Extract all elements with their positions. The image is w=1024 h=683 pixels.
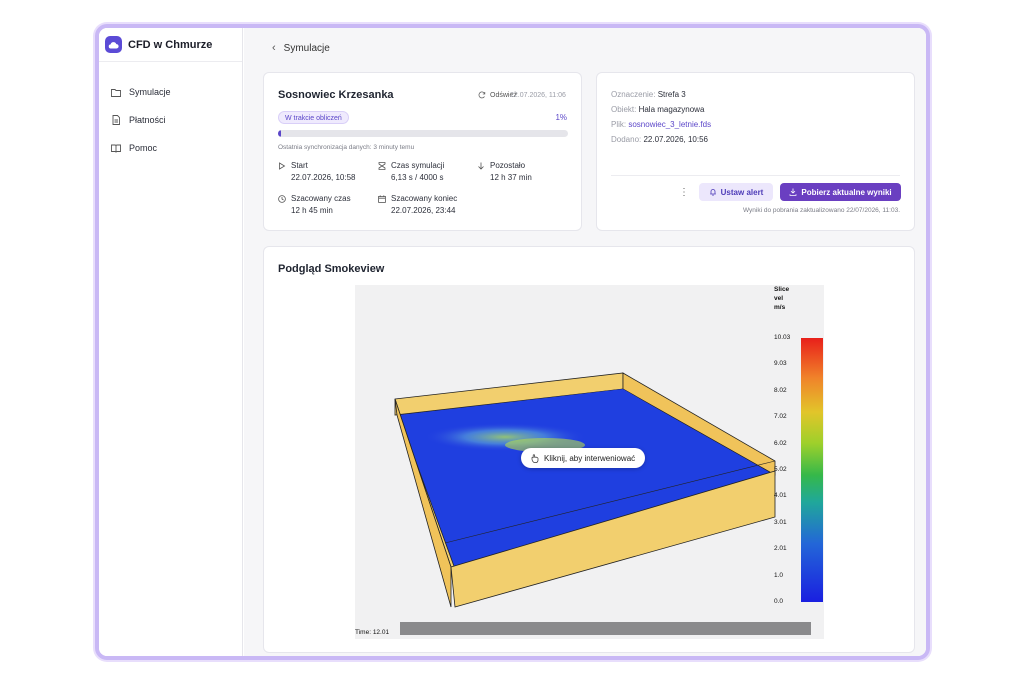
download-results-label: Pobierz aktualne wyniki <box>801 187 892 197</box>
app-name: CFD w Chmurze <box>128 38 213 51</box>
refresh-icon <box>478 91 486 99</box>
progress-bar <box>278 130 568 137</box>
added-value: 22.07.2026, 10:56 <box>643 135 708 144</box>
progress-percent: 1% <box>555 113 567 122</box>
stat-value: 12 h 45 min <box>291 206 333 215</box>
bell-icon <box>709 189 716 196</box>
colorbar-tick-label: 0.0 <box>774 598 784 605</box>
stat-simulation-time: Czas symulacji 6,13 s / 4000 s <box>378 161 444 182</box>
colorbar <box>801 338 823 602</box>
designation-row: Oznaczenie: Strefa 3 <box>611 90 686 99</box>
time-readout: Time: 12.01 <box>355 629 390 636</box>
brand[interactable]: CFD w Chmurze <box>99 28 242 62</box>
sidebar-item-label: Pomoc <box>129 143 158 153</box>
app-window: CFD w Chmurze Symulacje Płatności Pomoc … <box>95 24 930 660</box>
smokeview-render <box>394 372 776 608</box>
breadcrumb-label[interactable]: Symulacje <box>283 42 330 54</box>
stat-label: Pozostało <box>490 161 526 170</box>
folder-icon <box>111 88 121 97</box>
colorbar-title: Slice vel m/s <box>774 285 789 312</box>
set-alert-label: Ustaw alert <box>720 187 764 197</box>
object-label: Obiekt: <box>611 105 637 114</box>
intervene-hint-button[interactable]: Kliknij, aby interweniować <box>521 448 646 468</box>
arrow-down-icon <box>478 162 484 170</box>
clock-icon <box>278 195 286 203</box>
designation-value: Strefa 3 <box>657 90 686 99</box>
stat-remaining: Pozostało 12 h 37 min <box>477 161 532 182</box>
colorbar-tick-label: 8.02 <box>774 386 787 394</box>
document-icon <box>112 115 120 125</box>
colorbar-tick-label: 5.02 <box>774 466 787 473</box>
stat-value: 12 h 37 min <box>490 173 532 182</box>
refresh-timestamp: 22.07.2026, 11:06 <box>510 92 566 99</box>
stat-value: 6,13 s / 4000 s <box>391 173 444 182</box>
set-alert-button[interactable]: Ustaw alert <box>699 183 773 201</box>
colorbar-tick-label: 1.0 <box>774 571 784 579</box>
download-note: Wyniki do pobrania zaktualizowano 22/07/… <box>742 207 900 214</box>
cloud-logo-icon <box>105 36 122 53</box>
smokeview-preview-card: Podgląd Smokeview <box>263 246 915 653</box>
stat-estimated-end: Szacowany koniec 22.07.2026, 23:44 <box>378 194 457 215</box>
more-options-icon[interactable]: ⋮ <box>679 187 689 198</box>
simulation-title: Sosnowiec Krzesanka <box>278 89 394 101</box>
breadcrumb: ‹ Symulacje <box>244 28 926 68</box>
sidebar-item-label: Płatności <box>129 115 166 125</box>
hand-pointer-icon <box>531 453 539 463</box>
added-row: Dodano: 22.07.2026, 10:56 <box>611 135 708 144</box>
colorbar-tick-label: 2.01 <box>774 545 787 553</box>
download-results-button[interactable]: Pobierz aktualne wyniki <box>780 183 901 201</box>
sidebar-item-symulacje[interactable]: Symulacje <box>99 78 242 106</box>
object-value: Hala magazynowa <box>638 105 705 114</box>
sidebar-item-label: Symulacje <box>129 87 171 97</box>
stat-value: 22.07.2026, 23:44 <box>391 206 456 215</box>
stat-label: Szacowany czas <box>291 194 351 203</box>
colorbar-tick-label: 4.01 <box>774 492 787 500</box>
colorbar-title-line: Slice <box>774 286 790 293</box>
file-link[interactable]: sosnowiec_3_letnie.fds <box>628 120 712 129</box>
book-icon <box>111 144 121 153</box>
time-slider[interactable] <box>400 622 811 635</box>
colorbar-tick-label: 6.02 <box>774 439 787 447</box>
download-icon <box>789 188 797 196</box>
smokeview-canvas[interactable]: Kliknij, aby interweniować Slice vel m/s… <box>355 285 824 639</box>
colorbar-tick-label: 10.03 <box>774 334 791 341</box>
colorbar-tick-label: 9.03 <box>774 360 787 368</box>
calendar-icon <box>378 195 386 203</box>
file-label: Plik: <box>611 120 627 129</box>
intervene-hint-label: Kliknij, aby interweniować <box>544 453 636 463</box>
status-badge: W trakcie obliczeń <box>278 111 349 124</box>
hourglass-icon <box>378 162 386 170</box>
object-row: Obiekt: Hala magazynowa <box>611 105 704 114</box>
divider <box>611 175 900 176</box>
simulation-status-card: Sosnowiec Krzesanka Odśwież 22.07.2026, … <box>263 72 582 231</box>
sync-status: Ostatnia synchronizacja danych: 3 minuty… <box>278 144 415 151</box>
simulation-info-card: Oznaczenie: Strefa 3 Obiekt: Hala magazy… <box>596 72 915 231</box>
stat-label: Start <box>291 161 308 170</box>
progress-fill <box>278 130 282 137</box>
sidebar-item-platnosci[interactable]: Płatności <box>99 106 242 134</box>
smokeview-title: Podgląd Smokeview <box>278 263 385 275</box>
chevron-left-icon[interactable]: ‹ <box>272 42 276 54</box>
colorbar-title-line: m/s <box>774 304 786 311</box>
stat-estimated-time: Szacowany czas 12 h 45 min <box>278 194 351 215</box>
sidebar-item-pomoc[interactable]: Pomoc <box>99 134 242 162</box>
sidebar: CFD w Chmurze Symulacje Płatności Pomoc <box>99 28 243 656</box>
refresh-label: Odśwież <box>490 91 517 99</box>
colorbar-tick-label: 7.02 <box>774 413 787 421</box>
stat-value: 22.07.2026, 10:58 <box>291 173 356 182</box>
designation-label: Oznaczenie: <box>611 90 656 99</box>
added-label: Dodano: <box>611 135 642 144</box>
sidebar-nav: Symulacje Płatności Pomoc <box>99 62 242 162</box>
stat-label: Czas symulacji <box>391 161 445 170</box>
stat-label: Szacowany koniec <box>391 194 458 203</box>
stat-start: Start 22.07.2026, 10:58 <box>278 161 356 182</box>
refresh-button[interactable]: Odśwież <box>478 91 517 99</box>
file-row: Plik: sosnowiec_3_letnie.fds <box>611 120 711 129</box>
play-icon <box>279 162 286 170</box>
colorbar-title-line: vel <box>774 295 784 302</box>
colorbar-tick-label: 3.01 <box>774 518 787 526</box>
main-content: ‹ Symulacje Sosnowiec Krzesanka Odśwież … <box>244 28 926 656</box>
